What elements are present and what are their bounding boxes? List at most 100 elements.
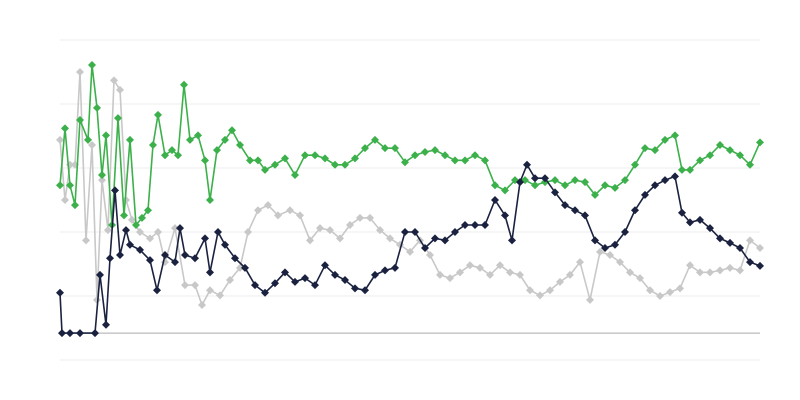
point-marker <box>146 234 154 243</box>
point-marker <box>561 181 569 190</box>
point-marker <box>726 146 734 155</box>
point-marker <box>144 206 152 215</box>
point-marker <box>506 268 514 277</box>
point-marker <box>476 263 484 272</box>
point-marker <box>556 277 564 286</box>
point-marker <box>154 110 162 119</box>
point-marker <box>366 213 374 222</box>
point-marker <box>341 276 349 284</box>
point-marker <box>381 144 389 153</box>
point-marker <box>736 244 744 252</box>
point-marker <box>601 244 609 252</box>
point-marker <box>526 286 534 295</box>
point-marker <box>149 140 157 149</box>
point-marker <box>431 146 439 155</box>
point-marker <box>571 206 579 215</box>
point-marker <box>581 178 589 187</box>
point-marker <box>356 213 364 222</box>
point-marker <box>56 288 64 297</box>
point-marker <box>631 206 639 215</box>
point-marker <box>706 268 714 277</box>
point-marker <box>431 234 439 243</box>
point-marker <box>301 274 309 283</box>
point-marker <box>746 258 754 267</box>
point-marker <box>696 268 704 277</box>
point-marker <box>154 228 162 236</box>
point-marker <box>611 183 619 192</box>
point-marker <box>546 286 554 295</box>
point-marker <box>716 140 724 149</box>
point-marker <box>180 80 188 89</box>
point-marker <box>541 174 549 183</box>
point-marker <box>246 156 254 165</box>
point-marker <box>451 228 459 236</box>
point-marker <box>616 258 624 267</box>
point-marker <box>411 151 419 160</box>
point-marker <box>456 268 464 277</box>
point-marker <box>88 140 96 149</box>
point-marker <box>736 151 744 160</box>
point-marker <box>84 135 92 144</box>
point-marker <box>661 135 669 144</box>
point-marker <box>466 261 474 270</box>
point-marker <box>306 236 314 245</box>
point-marker <box>71 201 79 210</box>
point-marker <box>136 245 144 254</box>
point-marker <box>311 151 319 160</box>
point-marker <box>716 266 724 275</box>
point-marker <box>411 228 419 236</box>
point-marker <box>351 154 359 163</box>
point-marker <box>501 186 509 195</box>
point-marker <box>76 329 84 338</box>
point-marker <box>666 288 674 297</box>
point-marker <box>746 160 754 169</box>
point-marker <box>96 270 104 279</box>
point-marker <box>646 286 654 295</box>
series-line <box>59 64 761 228</box>
point-marker <box>596 247 604 256</box>
point-marker <box>586 295 594 304</box>
point-marker <box>661 176 669 185</box>
point-marker <box>676 284 684 293</box>
point-marker <box>441 236 449 245</box>
point-marker <box>321 154 329 163</box>
point-marker <box>726 263 734 272</box>
point-marker <box>551 188 559 197</box>
point-marker <box>756 244 764 252</box>
point-marker <box>426 251 434 260</box>
point-marker <box>461 220 469 229</box>
point-marker <box>244 228 252 236</box>
point-marker <box>501 211 509 220</box>
point-marker <box>341 160 349 169</box>
point-marker <box>436 270 444 279</box>
point-marker <box>321 261 329 270</box>
point-marker <box>138 213 146 222</box>
point-marker <box>571 176 579 185</box>
point-marker <box>756 261 764 270</box>
point-marker <box>576 258 584 267</box>
point-marker <box>201 156 209 165</box>
point-marker <box>746 236 754 245</box>
point-marker <box>91 329 99 338</box>
point-marker <box>168 146 176 155</box>
point-marker <box>461 156 469 165</box>
point-marker <box>686 218 694 227</box>
point-marker <box>221 135 229 144</box>
point-marker <box>716 234 724 243</box>
point-marker <box>191 254 199 263</box>
point-marker <box>221 240 229 249</box>
point-marker <box>201 234 209 243</box>
point-marker <box>551 176 559 185</box>
point-marker <box>421 148 429 156</box>
point-marker <box>631 160 639 169</box>
point-marker <box>651 146 659 155</box>
point-marker <box>146 256 154 265</box>
point-marker <box>271 160 279 169</box>
point-marker <box>481 220 489 229</box>
point-marker <box>82 236 90 245</box>
point-marker <box>76 68 84 76</box>
point-marker <box>726 238 734 247</box>
point-marker <box>66 181 74 190</box>
point-marker <box>281 154 289 163</box>
point-marker <box>536 291 544 300</box>
